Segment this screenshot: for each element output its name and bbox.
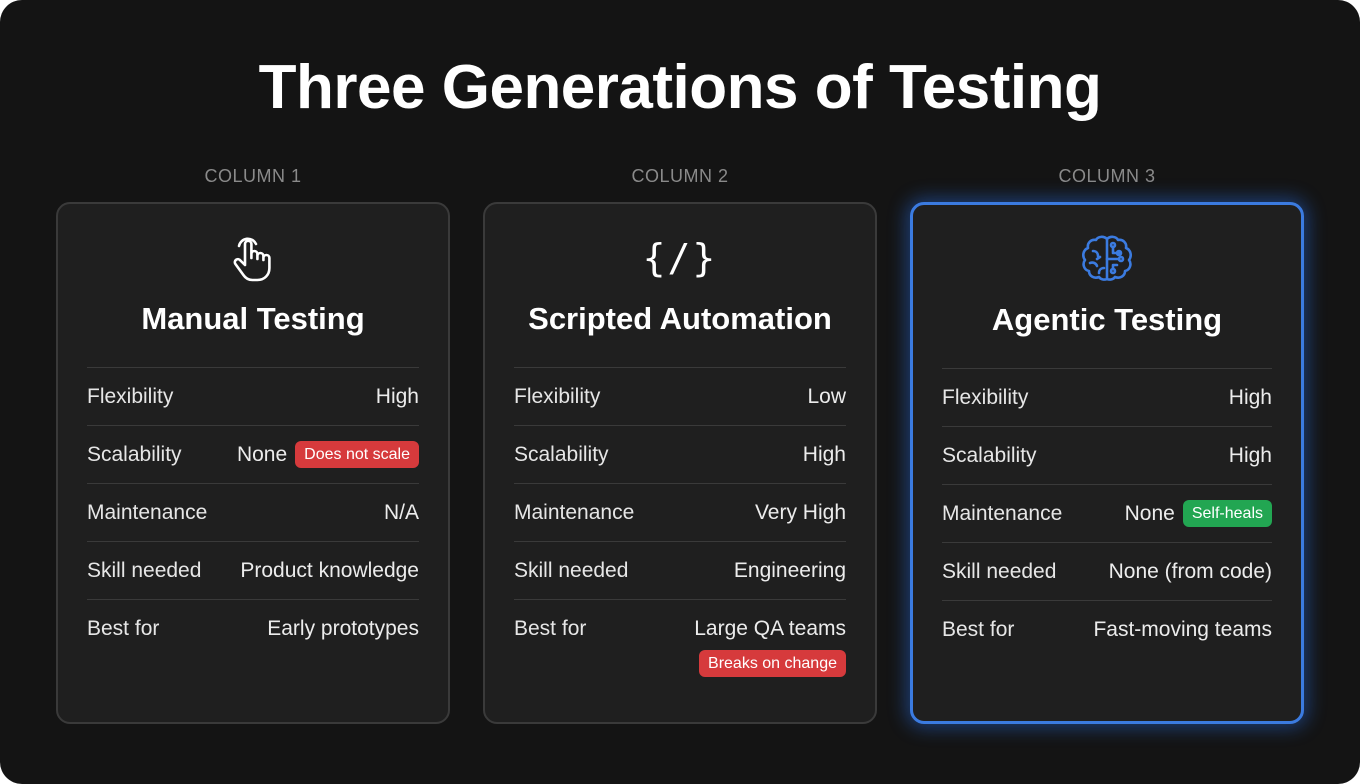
row-value: None (from code) <box>1108 559 1272 583</box>
row-label: Best for <box>514 617 587 640</box>
row-label: Maintenance <box>514 500 635 524</box>
row-label: Flexibility <box>87 384 174 408</box>
row-flexibility: Flexibility High <box>942 368 1272 426</box>
row-skill-needed: Skill needed None (from code) <box>942 542 1272 600</box>
pointer-hand-icon <box>58 232 448 284</box>
row-value: Engineering <box>733 558 846 582</box>
row-maintenance: Maintenance N/A <box>87 483 419 541</box>
row-value: Early prototypes <box>267 616 419 640</box>
row-label: Scalability <box>87 442 182 466</box>
row-scalability: Scalability High <box>514 425 846 483</box>
column-agentic-testing: COLUMN 3 Agentic Testing Flexibility Hig… <box>910 166 1304 724</box>
row-value: Large QA teams <box>694 617 846 640</box>
row-label: Skill needed <box>514 558 629 582</box>
column-manual-testing: COLUMN 1 Manual Testing Flexibility High… <box>56 166 450 724</box>
row-flexibility: Flexibility High <box>87 367 419 425</box>
attribute-list: Flexibility High Scalability None Does n… <box>87 367 419 657</box>
column-scripted-automation: COLUMN 2 {/} Scripted Automation Flexibi… <box>483 166 877 724</box>
page-title: Three Generations of Testing <box>258 53 1102 122</box>
attribute-list: Flexibility High Scalability High Mainte… <box>942 368 1272 658</box>
row-label: Skill needed <box>942 559 1057 583</box>
row-label: Maintenance <box>87 500 208 524</box>
row-label: Flexibility <box>514 384 601 408</box>
row-value: Fast-moving teams <box>1093 617 1272 641</box>
row-maintenance: Maintenance None Self-heals <box>942 484 1272 542</box>
row-label: Best for <box>942 617 1015 641</box>
row-maintenance: Maintenance Very High <box>514 483 846 541</box>
row-skill-needed: Skill needed Product knowledge <box>87 541 419 599</box>
row-value: High <box>802 442 846 466</box>
card-scripted-automation: {/} Scripted Automation Flexibility Low … <box>483 202 877 724</box>
row-label: Best for <box>87 616 160 640</box>
row-value: Very High <box>754 500 846 524</box>
row-scalability: Scalability None Does not scale <box>87 425 419 483</box>
row-value: High <box>1228 385 1272 409</box>
row-label: Maintenance <box>942 501 1063 525</box>
column-label: COLUMN 3 <box>1058 166 1156 186</box>
row-best-for: Best for Fast-moving teams <box>942 600 1272 658</box>
row-label: Scalability <box>942 443 1037 467</box>
card-title: Manual Testing <box>141 301 365 336</box>
row-label: Scalability <box>514 442 609 466</box>
row-skill-needed: Skill needed Engineering <box>514 541 846 599</box>
card-title: Scripted Automation <box>528 301 832 336</box>
row-label: Flexibility <box>942 385 1029 409</box>
row-value: Product knowledge <box>240 558 419 582</box>
card-manual-testing: Manual Testing Flexibility High Scalabil… <box>56 202 450 724</box>
row-value: None <box>1124 501 1175 525</box>
row-scalability: Scalability High <box>942 426 1272 484</box>
row-value: Low <box>807 384 846 408</box>
row-value: None <box>236 442 288 466</box>
row-value: High <box>375 384 419 408</box>
card-agentic-testing: Agentic Testing Flexibility High Scalabi… <box>910 202 1304 724</box>
warning-badge: Does not scale <box>295 441 419 468</box>
row-flexibility: Flexibility Low <box>514 367 846 425</box>
column-label: COLUMN 1 <box>204 166 302 186</box>
row-best-for: Best for Large QA teams Breaks on change <box>514 599 846 677</box>
attribute-list: Flexibility Low Scalability High Mainten… <box>514 367 846 677</box>
row-value: High <box>1228 443 1272 467</box>
row-best-for: Best for Early prototypes <box>87 599 419 657</box>
warning-badge: Breaks on change <box>699 650 846 677</box>
code-braces-icon: {/} <box>642 236 718 280</box>
success-badge: Self-heals <box>1182 500 1272 527</box>
row-label: Skill needed <box>87 558 202 582</box>
column-label: COLUMN 2 <box>631 166 729 186</box>
card-title: Agentic Testing <box>991 302 1223 337</box>
brain-circuit-icon <box>913 233 1301 285</box>
row-value: N/A <box>383 500 419 524</box>
